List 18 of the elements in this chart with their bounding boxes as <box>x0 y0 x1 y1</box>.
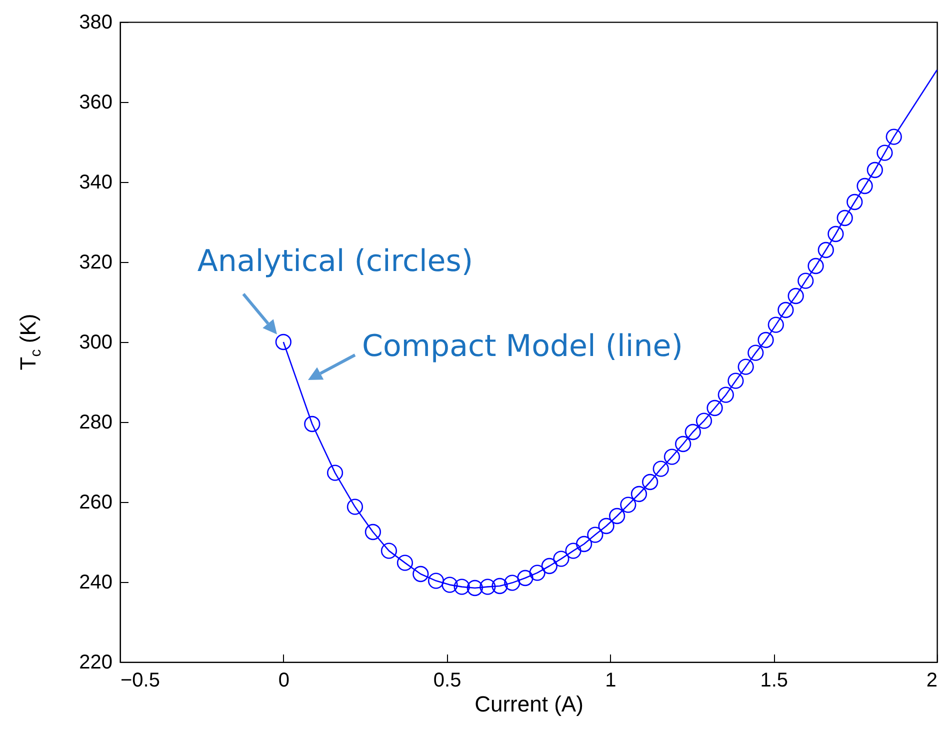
x-tick-label: −0.5 <box>120 670 160 692</box>
x-tick-label: 0 <box>278 670 290 692</box>
x-tick-label: 2 <box>926 670 938 692</box>
annotation: Compact Model (line) <box>362 329 683 364</box>
y-tick-label: 360 <box>79 92 112 114</box>
y-tick-label: 340 <box>79 172 112 194</box>
y-tick-label: 320 <box>79 252 112 274</box>
x-tick-label: 1.5 <box>760 670 788 692</box>
annotation: Analytical (circles) <box>197 244 474 279</box>
y-tick-label: 220 <box>79 652 112 674</box>
y-tick-label: 280 <box>79 412 112 434</box>
y-tick-label: 380 <box>79 12 112 34</box>
y-tick-label: 240 <box>79 572 112 594</box>
x-tick-label: 1 <box>605 670 616 692</box>
y-tick-label: 260 <box>79 492 112 514</box>
x-axis-title: Current (A) <box>474 692 584 716</box>
y-tick-label: 300 <box>79 332 112 354</box>
x-tick-label: 0.5 <box>433 670 462 692</box>
